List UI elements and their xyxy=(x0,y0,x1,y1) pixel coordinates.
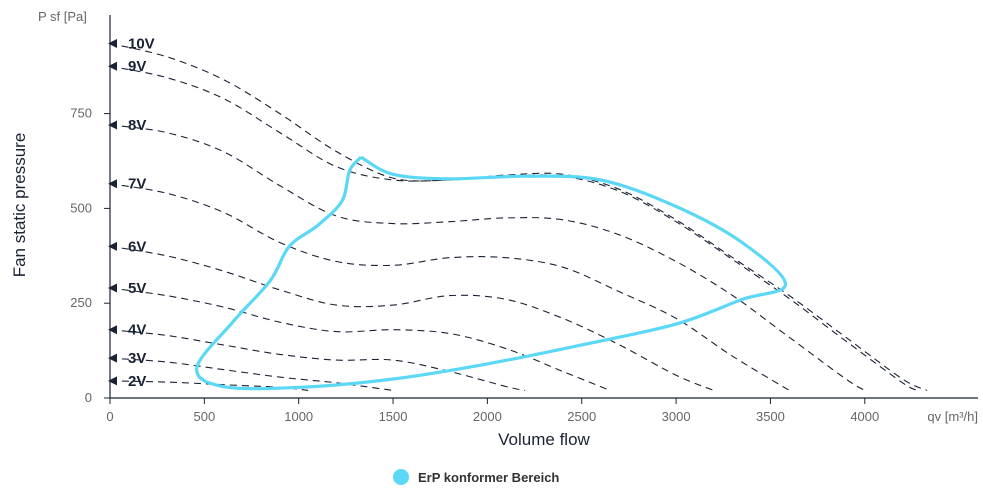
x-tick-label: 500 xyxy=(193,409,215,424)
x-tick-label: 1000 xyxy=(284,409,313,424)
axes xyxy=(109,15,978,399)
legend-label: ErP konformer Bereich xyxy=(418,470,559,485)
curve-8v xyxy=(109,124,866,391)
voltage-arrow-icon xyxy=(108,376,117,386)
legend: ErP konformer Bereich xyxy=(393,469,559,485)
y-tick-label: 750 xyxy=(70,106,92,121)
y-tick-label: 0 xyxy=(85,390,92,405)
voltage-label-7v: 7V xyxy=(128,176,146,193)
voltage-arrow-icon xyxy=(108,283,117,293)
curve-7v xyxy=(109,183,790,391)
curve-6v xyxy=(109,245,715,391)
voltage-label-10v: 10V xyxy=(128,35,155,52)
x-tick-label: 2500 xyxy=(567,409,596,424)
curve-9v xyxy=(109,65,918,391)
x-unit-label: qv [m³/h] xyxy=(927,409,978,424)
voltage-arrow-icon xyxy=(108,120,117,130)
voltage-label-2v: 2V xyxy=(128,373,146,390)
curve-5v xyxy=(109,287,611,391)
voltage-arrow-icon xyxy=(108,325,117,335)
voltage-label-4v: 4V xyxy=(128,322,146,339)
voltage-arrow-icon xyxy=(108,353,117,363)
voltage-label-9v: 9V xyxy=(128,58,146,75)
legend-marker xyxy=(393,469,409,485)
x-tick-label: 1500 xyxy=(379,409,408,424)
erp-region-outline xyxy=(195,155,788,391)
voltage-label-5v: 5V xyxy=(128,280,146,297)
voltage-label-8v: 8V xyxy=(128,117,146,134)
y-tick-label: 250 xyxy=(70,295,92,310)
voltage-arrow-icon xyxy=(108,179,117,189)
voltage-arrow-icon xyxy=(108,61,117,71)
curve-4v xyxy=(109,329,526,391)
y-unit-label: P sf [Pa] xyxy=(38,9,87,24)
x-tick-label: 0 xyxy=(106,409,113,424)
x-tick-label: 3500 xyxy=(756,409,785,424)
voltage-label-6v: 6V xyxy=(128,238,146,255)
x-tick-label: 2000 xyxy=(473,409,502,424)
y-tick-label: 500 xyxy=(70,200,92,215)
voltage-label-3v: 3V xyxy=(128,350,146,367)
voltage-arrow-icon xyxy=(108,38,117,48)
x-axis-title: Volume flow xyxy=(498,430,590,449)
curve-3v xyxy=(109,357,394,391)
x-tick-label: 4000 xyxy=(850,409,879,424)
curve-10v xyxy=(109,42,928,391)
x-tick-label: 3000 xyxy=(662,409,691,424)
y-axis-title: Fan static pressure xyxy=(10,133,29,278)
voltage-arrow-icon xyxy=(108,241,117,251)
